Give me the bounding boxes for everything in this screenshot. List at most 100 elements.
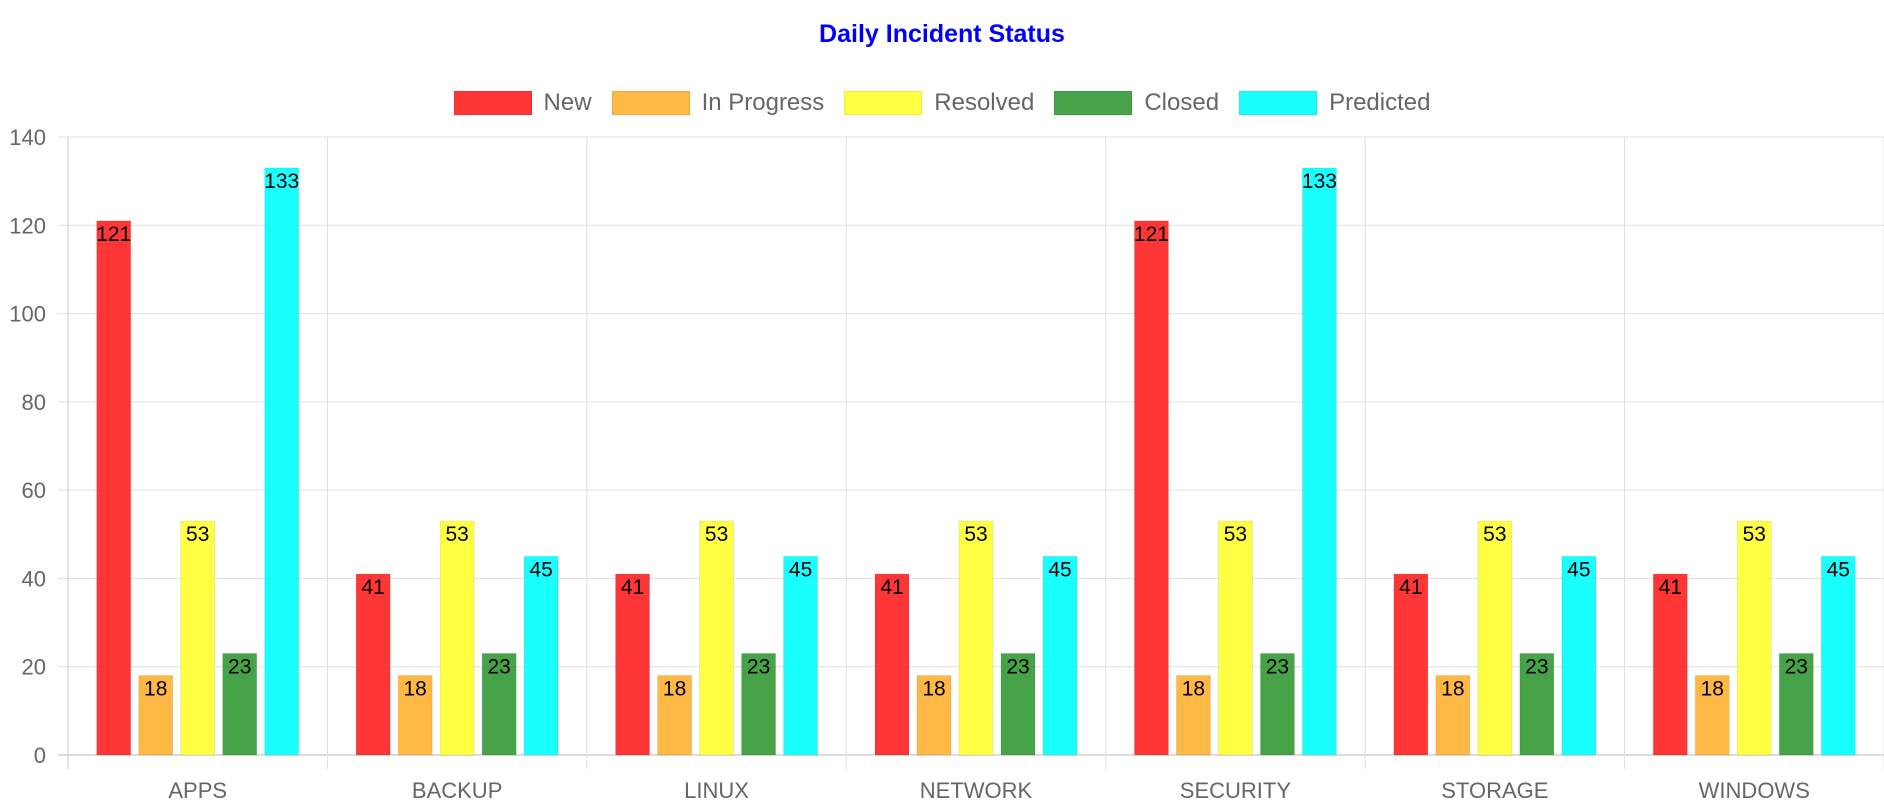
chart-title: Daily Incident Status — [819, 20, 1065, 48]
bar-value-label: 45 — [529, 558, 552, 581]
bar — [1133, 220, 1169, 756]
bar-value-label: 53 — [445, 523, 468, 546]
x-tick-label: SECURITY — [1180, 778, 1292, 803]
legend-swatch — [1239, 91, 1318, 115]
bar — [615, 573, 651, 756]
y-tick-label: 20 — [22, 655, 46, 680]
bar-value-label: 53 — [1483, 523, 1506, 546]
bar — [699, 520, 735, 756]
bar — [439, 520, 475, 756]
bar — [180, 520, 216, 756]
bar — [1435, 675, 1471, 756]
bar-value-label: 23 — [487, 655, 510, 678]
y-tick-label: 140 — [9, 125, 46, 150]
bar-value-label: 18 — [1182, 678, 1205, 701]
bar-value-label: 133 — [264, 170, 299, 193]
bar-value-label: 41 — [880, 576, 903, 599]
y-tick-label: 0 — [34, 743, 46, 768]
bar-value-label: 45 — [1567, 558, 1590, 581]
legend-swatch — [844, 91, 923, 115]
bar — [1259, 652, 1295, 756]
bar — [1736, 520, 1772, 756]
legend-label: New — [543, 89, 592, 116]
bar — [1175, 675, 1211, 756]
bar — [138, 675, 174, 756]
bar — [958, 520, 994, 756]
y-tick-label: 40 — [22, 566, 46, 591]
bar-value-label: 18 — [403, 678, 426, 701]
bar-value-label: 133 — [1302, 170, 1337, 193]
bar-value-label: 23 — [1785, 655, 1808, 678]
bar-value-label: 121 — [96, 223, 131, 246]
bar-value-label: 45 — [1048, 558, 1071, 581]
bar-value-label: 121 — [1134, 223, 1169, 246]
legend-label: Closed — [1144, 89, 1220, 116]
bar-value-label: 23 — [1525, 655, 1548, 678]
bar — [741, 652, 777, 756]
bar-value-label: 53 — [1224, 523, 1247, 546]
x-tick-label: BACKUP — [412, 778, 502, 803]
y-tick-label: 80 — [22, 390, 46, 415]
bar-value-label: 53 — [705, 523, 728, 546]
x-tick-label: WINDOWS — [1699, 778, 1810, 803]
y-tick-label: 100 — [9, 302, 46, 327]
bar — [916, 675, 952, 756]
legend-swatch — [611, 91, 690, 115]
legend-item[interactable]: Predicted — [1239, 89, 1430, 117]
legend-item[interactable]: In Progress — [611, 89, 825, 117]
bar-value-label: 53 — [1743, 523, 1766, 546]
bar — [264, 167, 300, 756]
x-tick-label: NETWORK — [920, 778, 1033, 803]
x-tick-label: LINUX — [684, 778, 749, 803]
bar — [355, 573, 391, 756]
bar — [1217, 520, 1253, 756]
bar — [1042, 555, 1078, 756]
bar — [874, 573, 910, 756]
bar-value-label: 45 — [789, 558, 812, 581]
bar — [1393, 573, 1429, 756]
bar-value-label: 18 — [663, 678, 686, 701]
bar-value-label: 18 — [144, 678, 167, 701]
legend-label: In Progress — [701, 89, 825, 116]
legend-swatch — [453, 91, 532, 115]
bar — [783, 555, 819, 756]
legend: New In Progress Resolved Closed Predicted — [0, 88, 1884, 118]
legend-item[interactable]: New — [453, 89, 592, 117]
bar-value-label: 41 — [621, 576, 644, 599]
bar-value-label: 41 — [1399, 576, 1422, 599]
x-tick-label: STORAGE — [1441, 778, 1548, 803]
bar-value-label: 23 — [1006, 655, 1029, 678]
bar — [523, 555, 559, 756]
bar-value-label: 41 — [361, 576, 384, 599]
legend-label: Resolved — [934, 89, 1035, 116]
x-tick-label: APPS — [168, 778, 227, 803]
bar-value-label: 23 — [747, 655, 770, 678]
bar-value-label: 18 — [922, 678, 945, 701]
bar-value-label: 23 — [1266, 655, 1289, 678]
bar — [1778, 652, 1814, 756]
bar-value-label: 23 — [228, 655, 251, 678]
bar — [1000, 652, 1036, 756]
legend-item[interactable]: Resolved — [844, 89, 1034, 117]
bar — [1519, 652, 1555, 756]
legend-item[interactable]: Closed — [1054, 89, 1219, 117]
bar — [1652, 573, 1688, 756]
bar — [657, 675, 693, 756]
bar-value-label: 18 — [1701, 678, 1724, 701]
bar — [96, 220, 132, 756]
bar — [1820, 555, 1856, 756]
bar — [1561, 555, 1597, 756]
bar — [1301, 167, 1337, 756]
bar — [1694, 675, 1730, 756]
bar-value-label: 18 — [1441, 678, 1464, 701]
bar — [1477, 520, 1513, 756]
bar-value-label: 53 — [186, 523, 209, 546]
bar — [397, 675, 433, 756]
bar-value-label: 53 — [964, 523, 987, 546]
y-tick-label: 60 — [22, 478, 46, 503]
legend-label: Predicted — [1329, 89, 1431, 116]
bar — [481, 652, 517, 756]
legend-swatch — [1054, 91, 1133, 115]
